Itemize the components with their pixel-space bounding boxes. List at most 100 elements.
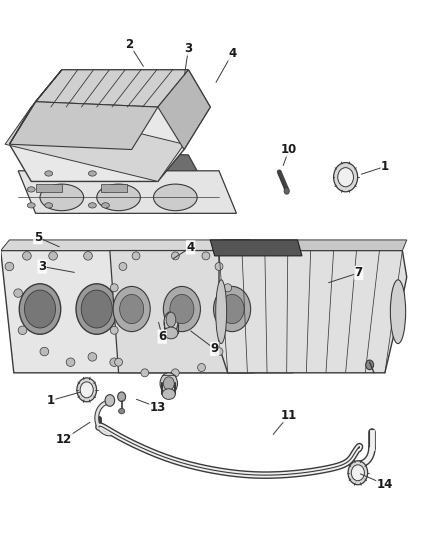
Ellipse shape xyxy=(120,294,144,324)
Ellipse shape xyxy=(141,369,149,377)
Ellipse shape xyxy=(88,171,96,176)
Ellipse shape xyxy=(102,187,110,192)
Ellipse shape xyxy=(115,358,123,366)
Polygon shape xyxy=(1,240,250,251)
Ellipse shape xyxy=(127,353,136,361)
Text: 6: 6 xyxy=(158,330,166,343)
Polygon shape xyxy=(10,70,210,181)
Ellipse shape xyxy=(214,286,251,332)
Ellipse shape xyxy=(81,290,112,328)
Ellipse shape xyxy=(5,262,14,271)
Ellipse shape xyxy=(171,348,180,356)
Ellipse shape xyxy=(162,389,175,399)
Ellipse shape xyxy=(49,252,57,260)
Ellipse shape xyxy=(110,358,119,367)
Ellipse shape xyxy=(149,252,158,260)
Ellipse shape xyxy=(170,294,194,324)
Text: 11: 11 xyxy=(281,409,297,422)
Ellipse shape xyxy=(201,303,212,315)
Ellipse shape xyxy=(198,364,205,372)
Ellipse shape xyxy=(226,357,237,368)
Polygon shape xyxy=(10,102,158,150)
Ellipse shape xyxy=(201,325,212,336)
Ellipse shape xyxy=(45,203,53,208)
Ellipse shape xyxy=(88,353,97,361)
Ellipse shape xyxy=(338,167,353,187)
Ellipse shape xyxy=(202,252,210,260)
Ellipse shape xyxy=(132,252,140,260)
Polygon shape xyxy=(219,251,407,373)
Ellipse shape xyxy=(27,187,35,192)
Ellipse shape xyxy=(40,348,49,356)
Text: 10: 10 xyxy=(281,143,297,156)
Ellipse shape xyxy=(77,378,96,402)
Ellipse shape xyxy=(334,163,357,192)
Polygon shape xyxy=(35,70,188,107)
Polygon shape xyxy=(35,184,62,192)
Text: 1: 1 xyxy=(381,160,389,173)
Text: 3: 3 xyxy=(38,260,46,273)
Ellipse shape xyxy=(88,203,96,208)
Ellipse shape xyxy=(80,382,93,398)
Ellipse shape xyxy=(163,286,201,332)
Ellipse shape xyxy=(66,358,75,367)
Ellipse shape xyxy=(220,294,244,324)
Polygon shape xyxy=(18,171,237,213)
Ellipse shape xyxy=(84,252,92,260)
Ellipse shape xyxy=(215,326,223,335)
Polygon shape xyxy=(10,70,62,144)
Ellipse shape xyxy=(137,284,179,334)
Polygon shape xyxy=(158,70,210,150)
Ellipse shape xyxy=(171,252,179,260)
Ellipse shape xyxy=(142,290,173,328)
Ellipse shape xyxy=(223,300,232,308)
Text: 14: 14 xyxy=(377,478,393,491)
Ellipse shape xyxy=(219,316,227,324)
Ellipse shape xyxy=(390,280,406,344)
Ellipse shape xyxy=(366,360,374,369)
Ellipse shape xyxy=(27,203,35,208)
Ellipse shape xyxy=(97,184,141,211)
Ellipse shape xyxy=(40,184,84,211)
Ellipse shape xyxy=(76,284,117,334)
Ellipse shape xyxy=(25,290,56,328)
Ellipse shape xyxy=(224,284,232,292)
Ellipse shape xyxy=(119,263,127,270)
Ellipse shape xyxy=(145,353,153,361)
Ellipse shape xyxy=(118,392,126,401)
Text: 7: 7 xyxy=(355,266,363,279)
Ellipse shape xyxy=(22,252,31,260)
Ellipse shape xyxy=(14,289,22,297)
Ellipse shape xyxy=(163,377,174,390)
Text: 13: 13 xyxy=(150,401,166,414)
Text: 3: 3 xyxy=(184,42,192,55)
Text: 1: 1 xyxy=(47,394,55,407)
Ellipse shape xyxy=(348,461,367,484)
Ellipse shape xyxy=(110,326,118,334)
Ellipse shape xyxy=(19,284,61,334)
Ellipse shape xyxy=(223,268,232,276)
Ellipse shape xyxy=(102,203,110,208)
Ellipse shape xyxy=(214,341,224,352)
Ellipse shape xyxy=(119,408,125,414)
Ellipse shape xyxy=(153,184,197,211)
Ellipse shape xyxy=(164,327,178,339)
Ellipse shape xyxy=(206,252,215,260)
Ellipse shape xyxy=(193,337,201,345)
Text: 4: 4 xyxy=(187,241,195,254)
Polygon shape xyxy=(5,107,184,181)
Ellipse shape xyxy=(166,312,176,327)
Ellipse shape xyxy=(160,373,177,394)
Text: 2: 2 xyxy=(125,38,134,51)
Polygon shape xyxy=(27,150,206,187)
Ellipse shape xyxy=(180,252,188,260)
Ellipse shape xyxy=(110,284,118,292)
Polygon shape xyxy=(210,240,302,256)
Ellipse shape xyxy=(18,326,27,335)
Ellipse shape xyxy=(119,252,127,260)
Polygon shape xyxy=(219,240,407,251)
Ellipse shape xyxy=(216,280,226,344)
Text: 5: 5 xyxy=(34,231,42,244)
Ellipse shape xyxy=(351,465,364,481)
Polygon shape xyxy=(1,251,254,373)
